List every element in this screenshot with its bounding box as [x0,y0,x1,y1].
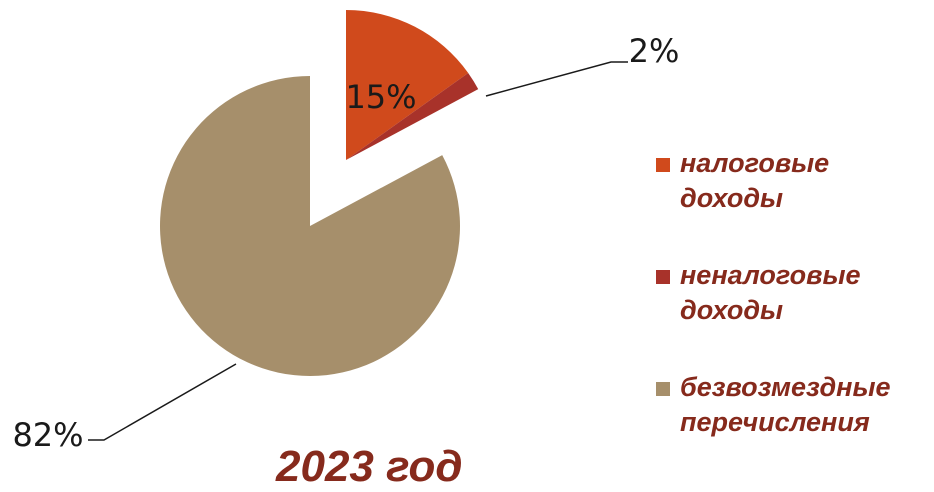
legend-label-tax-income: налоговые доходы [680,148,830,213]
legend-item-non-tax-income: неналоговые доходы [656,258,931,370]
legend-swatch-grants [656,382,670,396]
chart-title: 2023 год [276,442,463,491]
legend-swatch-tax-income [656,158,670,172]
legend-swatch-non-tax-income [656,270,670,284]
legend-item-tax-income: налоговые доходы [656,146,931,258]
leader-line-grants [88,363,237,441]
slice-label-non-tax-income: 2% [629,32,680,70]
leader-line-non-tax-income [485,61,628,97]
legend-label-non-tax-income: неналоговые доходы [680,260,861,325]
slice-label-tax-income: 15% [345,78,416,116]
slice-label-grants: 82% [12,416,83,454]
pie-slice-non-tax-income [346,72,479,160]
pie-slice-grants [160,76,461,377]
chart-legend: налоговые доходы неналоговые доходы безв… [656,146,931,482]
pie-slice-tax-income [346,10,469,160]
legend-item-grants: безвозмездные перечисления [656,370,931,482]
legend-label-grants: безвозмездные перечисления [680,372,891,437]
